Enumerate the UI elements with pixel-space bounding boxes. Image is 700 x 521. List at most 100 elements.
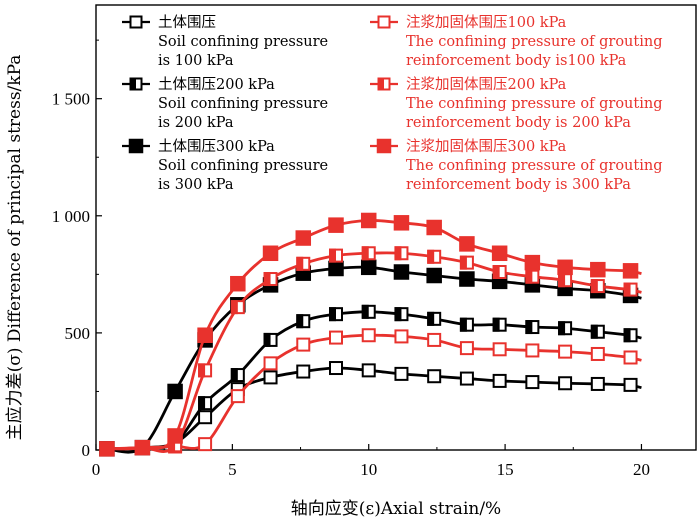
legend-text-line: is 100 kPa xyxy=(158,53,234,69)
y-tick-label: 0 xyxy=(82,441,91,460)
legend-text-line: 土体围压200 kPa xyxy=(158,76,275,93)
legend-marker xyxy=(128,138,144,154)
marker-half-fill xyxy=(168,438,176,453)
marker-half-fill xyxy=(361,304,369,319)
data-point xyxy=(263,272,278,287)
marker-square xyxy=(230,389,245,404)
series-6 xyxy=(99,212,642,457)
marker-half-fill xyxy=(558,321,566,336)
data-point xyxy=(296,256,311,271)
marker-square xyxy=(393,215,410,231)
y-tick-label: 500 xyxy=(65,324,91,343)
marker-half-fill xyxy=(492,265,500,279)
data-point xyxy=(263,370,278,385)
marker-square xyxy=(459,371,474,386)
legend-text-line: 注浆加固体围压300 kPa xyxy=(406,137,567,155)
marker-half-fill xyxy=(590,279,598,294)
marker-square xyxy=(590,261,606,278)
x-tick-label: 0 xyxy=(92,460,101,479)
legend-text-line: Soil confining pressure xyxy=(158,96,328,112)
marker-half-fill xyxy=(427,249,435,264)
data-point xyxy=(558,344,573,359)
legend-item-5: 注浆加固体围压200 kPa The confining pressure of … xyxy=(370,75,662,131)
legend-marker xyxy=(377,77,391,91)
marker-half-fill xyxy=(394,246,402,261)
marker-half-fill xyxy=(394,307,402,322)
marker-square xyxy=(376,138,392,154)
plot-frame xyxy=(95,4,697,451)
series-layer xyxy=(99,212,642,457)
marker-square xyxy=(426,219,442,236)
marker-half-fill xyxy=(590,324,598,339)
data-point xyxy=(296,364,311,379)
legend-text-line: The confining pressure of grouting xyxy=(406,34,662,50)
data-point xyxy=(198,437,213,452)
marker-half-fill xyxy=(361,246,369,261)
data-point xyxy=(230,368,245,383)
marker-square xyxy=(525,375,540,390)
legend-text-line: 土体围压300 kPa xyxy=(158,138,275,155)
marker-half-fill xyxy=(263,272,271,287)
marker-square xyxy=(525,343,540,358)
legend-marker xyxy=(129,15,143,29)
marker-square xyxy=(296,337,311,352)
data-point xyxy=(623,282,638,297)
data-point xyxy=(459,236,475,252)
y-axis-title: 主应力差(σ) Difference of principal stress/k… xyxy=(5,55,25,441)
legend-text-line: reinforcement body is 300 kPa xyxy=(406,177,631,193)
data-point xyxy=(525,343,540,358)
data-point xyxy=(329,361,343,376)
marker-square xyxy=(129,15,143,29)
data-point xyxy=(459,341,474,356)
marker-square xyxy=(492,342,507,357)
marker-square xyxy=(128,138,144,154)
data-point xyxy=(427,311,442,326)
data-point xyxy=(525,375,540,390)
data-point xyxy=(361,246,376,261)
data-point xyxy=(492,373,507,388)
data-point xyxy=(590,279,605,294)
marker-half-fill xyxy=(525,320,533,335)
marker-square xyxy=(623,377,638,392)
data-point xyxy=(459,371,474,386)
marker-square xyxy=(197,327,213,343)
marker-half-fill xyxy=(623,328,631,343)
legend-text-line: Soil confining pressure xyxy=(158,158,328,174)
marker-square xyxy=(263,356,278,371)
data-point xyxy=(590,324,605,339)
marker-square xyxy=(361,363,376,378)
marker-square xyxy=(426,267,442,284)
data-point xyxy=(623,377,638,392)
data-point xyxy=(393,264,410,280)
x-tick-label: 15 xyxy=(497,460,514,479)
data-point xyxy=(134,439,151,456)
data-point xyxy=(590,261,606,278)
marker-square xyxy=(492,373,507,388)
data-point xyxy=(394,307,409,322)
marker-half-fill xyxy=(459,255,467,270)
data-point xyxy=(492,317,507,332)
legend-text-line: reinforcement body is100 kPa xyxy=(406,53,627,69)
marker-half-fill xyxy=(558,273,566,288)
marker-half-fill xyxy=(263,332,271,347)
y-tick-label: 1 500 xyxy=(52,90,90,109)
marker-half-fill xyxy=(198,396,206,411)
marker-square xyxy=(459,271,475,287)
legend-text-line: The confining pressure of grouting xyxy=(406,158,662,174)
marker-square xyxy=(558,376,573,391)
data-point xyxy=(361,304,376,319)
marker-square xyxy=(167,428,183,444)
data-point xyxy=(361,328,376,343)
marker-square xyxy=(427,332,442,347)
marker-square xyxy=(524,254,541,271)
legend-item-4: 注浆加固体围压100 kPa The confining pressure of … xyxy=(370,13,662,69)
legend-item-1: 土体围压 Soil confining pressure is 100 kPa xyxy=(122,14,328,69)
data-point xyxy=(198,363,213,378)
marker-square xyxy=(230,275,246,292)
data-point xyxy=(459,317,474,332)
marker-square xyxy=(558,344,573,359)
data-point xyxy=(525,320,540,335)
data-point xyxy=(329,330,343,345)
data-point xyxy=(491,245,508,262)
